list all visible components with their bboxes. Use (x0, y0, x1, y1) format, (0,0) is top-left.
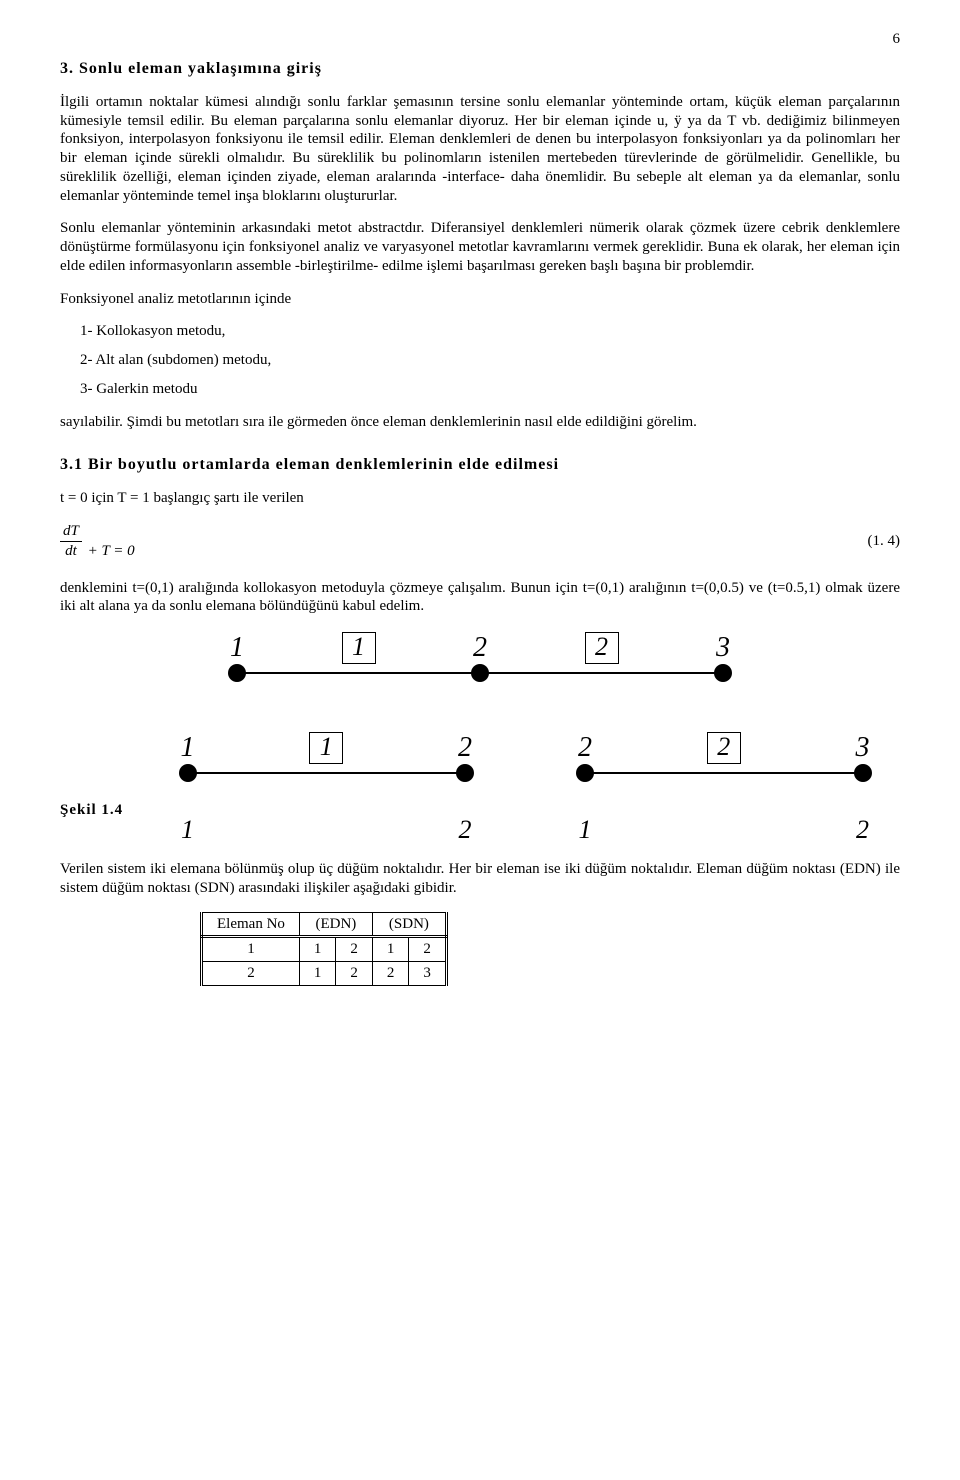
node-label: 1 (181, 730, 195, 765)
table-cell: 3 (409, 962, 447, 986)
list-item-3: 3- Galerkin metodu (80, 380, 900, 399)
table-cell: 1 (299, 937, 336, 962)
node-label: 2 (458, 730, 472, 765)
element-box-2: 2 (585, 632, 619, 664)
table-row: 1 1 2 1 2 (202, 937, 447, 962)
table-cell: 2 (336, 962, 373, 986)
node-icon (714, 664, 732, 682)
table-header-edn: (EDN) (299, 912, 372, 937)
diagram-line-right (585, 772, 863, 774)
paragraph-6: denklemini t=(0,1) aralığında kollokasyo… (60, 579, 900, 617)
local-node-label: 1 (579, 814, 592, 847)
diagram-elements-row: 1 2 2 3 1 2 1 2 1 2 (150, 730, 900, 820)
eq-numerator: dT (60, 522, 82, 542)
node-icon (576, 764, 594, 782)
node-icon (471, 664, 489, 682)
table-row: 2 1 2 2 3 (202, 962, 447, 986)
page-number: 6 (60, 30, 900, 49)
table-cell: 2 (336, 937, 373, 962)
diagram-global: 1 2 3 1 2 (210, 630, 750, 700)
list-item-1: 1- Kollokasyon metodu, (80, 322, 900, 341)
eq-rest: + T = 0 (88, 543, 135, 559)
table-cell: 1 (202, 937, 300, 962)
table-header-eleman: Eleman No (202, 912, 300, 937)
method-list: 1- Kollokasyon metodu, 2- Alt alan (subd… (60, 322, 900, 398)
node-icon (854, 764, 872, 782)
list-item-2: 2- Alt alan (subdomen) metodu, (80, 351, 900, 370)
node-label: 3 (856, 730, 870, 765)
element-box-2: 2 (707, 732, 741, 764)
node-label-3: 3 (716, 630, 730, 665)
local-node-label: 1 (181, 814, 194, 847)
edn-sdn-table: Eleman No (EDN) (SDN) 1 1 2 1 2 2 1 2 2 … (200, 912, 448, 986)
node-label: 2 (578, 730, 592, 765)
paragraph-5: t = 0 için T = 1 başlangıç şartı ile ver… (60, 489, 900, 508)
eq-denominator: dt (60, 542, 82, 561)
paragraph-1: İlgili ortamın noktalar kümesi alındığı … (60, 93, 900, 206)
node-icon (456, 764, 474, 782)
equation-label: (1. 4) (868, 532, 901, 551)
paragraph-7: Verilen sistem iki elemana bölünmüş olup… (60, 860, 900, 898)
table-cell: 2 (202, 962, 300, 986)
node-label-1: 1 (230, 630, 244, 665)
equation-body: dT dt + T = 0 (60, 522, 135, 561)
paragraph-3-intro: Fonksiyonel analiz metotlarının içinde (60, 290, 900, 309)
section-title: 3. Sonlu eleman yaklaşımına giriş (60, 59, 900, 79)
element-box-1: 1 (342, 632, 376, 664)
table-cell: 2 (409, 937, 447, 962)
local-node-label: 2 (459, 814, 472, 847)
node-icon (228, 664, 246, 682)
figure-label: Şekil 1.4 (60, 801, 130, 820)
table-cell: 1 (372, 937, 409, 962)
paragraph-2: Sonlu elemanlar yönteminin arkasındaki m… (60, 219, 900, 275)
node-label-2: 2 (473, 630, 487, 665)
diagram-line-left (188, 772, 466, 774)
local-node-label: 2 (856, 814, 869, 847)
table-cell: 2 (372, 962, 409, 986)
diagram-global-row: 1 2 3 1 2 (210, 630, 750, 700)
table-header-sdn: (SDN) (372, 912, 446, 937)
element-box-1: 1 (309, 732, 343, 764)
paragraph-4: sayılabilir. Şimdi bu metotları sıra ile… (60, 413, 900, 432)
diagram-elements: 1 2 2 3 1 2 1 2 1 2 (150, 730, 900, 820)
node-icon (179, 764, 197, 782)
equation-row: dT dt + T = 0 (1. 4) (60, 522, 900, 561)
subsection-title: 3.1 Bir boyutlu ortamlarda eleman denkle… (60, 455, 900, 475)
table-cell: 1 (299, 962, 336, 986)
